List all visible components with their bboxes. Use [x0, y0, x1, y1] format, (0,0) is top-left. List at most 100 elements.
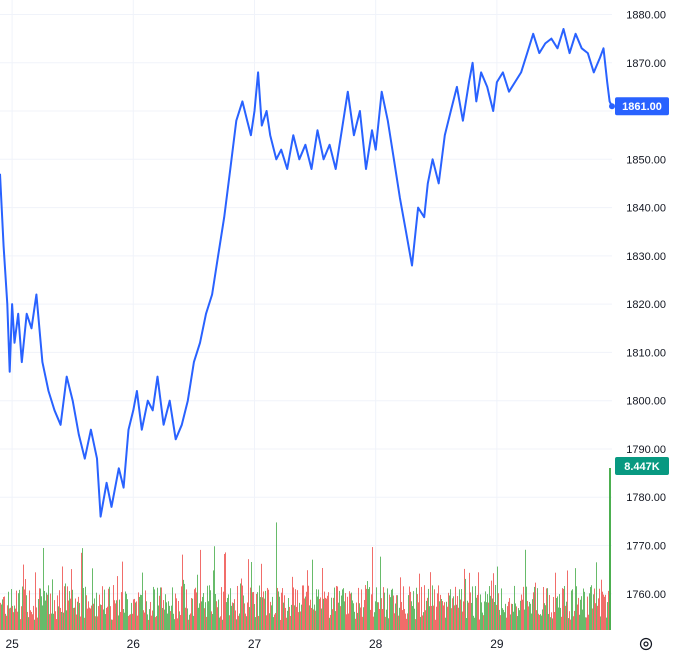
- volume-bar: [456, 604, 457, 630]
- time-axis[interactable]: 25 26 27 28 29: [5, 637, 503, 651]
- volume-bar: [369, 587, 370, 630]
- volume-bar: [354, 611, 355, 630]
- volume-bar: [464, 568, 465, 630]
- volume-bar-last: [609, 468, 611, 630]
- volume-bar: [168, 601, 169, 630]
- volume-bar: [438, 585, 439, 630]
- volume-bar: [81, 552, 82, 630]
- volume-bar: [505, 603, 506, 630]
- volume-bar: [350, 593, 351, 630]
- volume-bar: [36, 607, 37, 630]
- volume-bar: [215, 594, 216, 630]
- volume-bar: [271, 605, 272, 630]
- volume-bar: [141, 595, 142, 630]
- volume-bar: [153, 586, 154, 630]
- volume-bar: [426, 600, 427, 630]
- volume-bar: [232, 602, 233, 630]
- volume-bar: [482, 612, 483, 630]
- volume-bar: [302, 585, 303, 630]
- volume-bar: [241, 578, 242, 630]
- volume-bar: [341, 595, 342, 630]
- volume-bar: [509, 598, 510, 630]
- volume-bar: [246, 616, 247, 630]
- volume-bar: [527, 600, 528, 630]
- volume-bar: [405, 613, 406, 630]
- volume-bar: [470, 592, 471, 630]
- volume-bar: [589, 593, 590, 630]
- gear-icon[interactable]: [639, 637, 653, 651]
- volume-bar: [457, 596, 458, 630]
- volume-bar: [415, 619, 416, 630]
- volume-bar: [245, 613, 246, 630]
- volume-bar: [14, 605, 15, 630]
- volume-bar: [324, 591, 325, 630]
- volume-bar: [599, 588, 600, 630]
- volume-bar: [453, 596, 454, 630]
- volume-bar: [187, 608, 188, 630]
- volume-bar: [98, 606, 99, 630]
- volume-bar: [194, 589, 195, 630]
- volume-bar: [75, 598, 76, 630]
- volume-bar: [173, 613, 174, 630]
- volume-bar: [201, 601, 202, 630]
- volume-bar: [102, 586, 103, 630]
- volume-bar: [127, 599, 128, 630]
- volume-bar: [459, 589, 460, 630]
- volume-bar: [292, 576, 293, 630]
- volume-bar: [608, 590, 609, 630]
- volume-bar: [294, 605, 295, 630]
- volume-bar: [25, 579, 26, 630]
- volume-bar: [225, 552, 226, 630]
- y-tick-label: 1810.00: [626, 347, 666, 359]
- volume-bar: [177, 618, 178, 630]
- volume-bar: [263, 591, 264, 630]
- volume-bar: [300, 611, 301, 630]
- volume-bar: [434, 589, 435, 630]
- volume-bar: [280, 619, 281, 630]
- volume-bar: [138, 592, 139, 630]
- y-tick-label: 1770.00: [626, 541, 666, 553]
- volume-bar: [224, 553, 225, 630]
- volume-bar: [7, 605, 8, 630]
- volume-bar: [363, 607, 364, 630]
- volume-bar: [593, 594, 594, 630]
- volume-bar: [444, 602, 445, 630]
- volume-bar: [199, 603, 200, 630]
- volume-bar: [416, 587, 417, 630]
- volume-bar: [514, 585, 515, 630]
- volume-bar: [312, 559, 313, 630]
- volume-bar: [579, 614, 580, 630]
- volume-bar: [596, 562, 597, 630]
- volume-bar: [13, 612, 14, 630]
- volume-bar: [422, 615, 423, 630]
- volume-bar: [501, 588, 502, 630]
- volume-bar: [340, 606, 341, 630]
- volume-bar: [480, 594, 481, 630]
- volume-bar: [362, 616, 363, 630]
- y-tick-label: 1830.00: [626, 251, 666, 263]
- volume-bar: [329, 617, 330, 630]
- volume-bar: [412, 606, 413, 630]
- volume-bar: [404, 608, 405, 630]
- volume-bar: [360, 607, 361, 630]
- volume-bar: [445, 617, 446, 630]
- volume-bar: [186, 589, 187, 630]
- volume-bar: [431, 605, 432, 630]
- volume-bar: [587, 596, 588, 630]
- volume-bar: [516, 606, 517, 630]
- volume-bar: [468, 602, 469, 630]
- volume-bar: [327, 595, 328, 630]
- volume-bar: [33, 605, 34, 630]
- volume-bar: [572, 589, 573, 630]
- volume-bar: [409, 586, 410, 630]
- volume-bar: [588, 614, 589, 630]
- volume-bar: [67, 586, 68, 630]
- volume-bar: [355, 618, 356, 630]
- volume-bar: [275, 612, 276, 630]
- volume-bar: [146, 601, 147, 630]
- volume-bar: [389, 594, 390, 630]
- volume-bar: [393, 595, 394, 630]
- volume-bar: [143, 610, 144, 630]
- volume-bar: [8, 591, 9, 630]
